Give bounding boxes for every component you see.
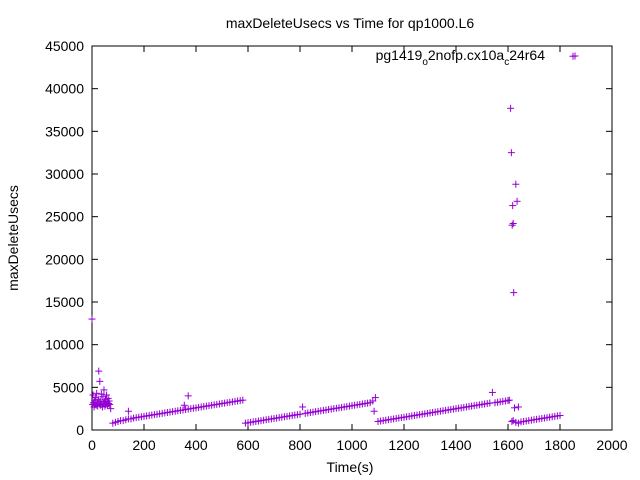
y-tick-label: 0: [76, 422, 84, 438]
data-point: [514, 403, 522, 411]
x-tick-label: 1400: [440, 437, 471, 453]
data-point: [184, 392, 192, 400]
data-point: [88, 315, 96, 323]
x-tick-label: 400: [184, 437, 208, 453]
data-point: [96, 377, 104, 385]
data-point: [95, 367, 103, 375]
x-tick-label: 600: [236, 437, 260, 453]
x-tick-label: 800: [288, 437, 312, 453]
plot-frame: [91, 45, 613, 431]
x-tick-label: 200: [132, 437, 156, 453]
data-point: [124, 407, 132, 415]
data-points: [88, 52, 577, 427]
data-point: [103, 391, 111, 399]
data-point: [513, 197, 521, 205]
data-point: [507, 149, 515, 157]
data-point: [105, 397, 113, 405]
x-axis-label: Time(s): [327, 459, 374, 475]
data-point: [106, 400, 114, 408]
y-tick-label: 30000: [45, 166, 84, 182]
x-tick-label: 1200: [388, 437, 419, 453]
legend-entry-label: pg1419o2nofp.cx10ac24r64: [376, 47, 546, 68]
data-point: [556, 411, 564, 419]
x-axis: 0 200 400 600 800 1000 1200 1400 1600 1800 2000: [88, 46, 628, 453]
data-point: [505, 396, 513, 404]
data-point: [507, 104, 515, 112]
data-point: [509, 219, 517, 227]
data-point: [509, 202, 517, 210]
x-tick-label: 1000: [336, 437, 367, 453]
data-point: [107, 405, 115, 413]
data-point: [370, 407, 378, 415]
y-tick-label: 45000: [45, 38, 84, 54]
y-axis: 0 5000 10000 15000 20000 25000 30000 35000 40000…: [45, 38, 612, 438]
x-tick-label: 2000: [596, 437, 627, 453]
data-point: [296, 410, 304, 418]
data-point: [569, 52, 577, 60]
data-point: [511, 404, 518, 412]
y-axis-label: maxDeleteUsecs: [5, 185, 21, 291]
x-tick-label: 1600: [492, 437, 523, 453]
y-tick-label: 15000: [45, 294, 84, 310]
data-point: [512, 180, 520, 188]
legend: pg1419o2nofp.cx10ac24r64: [376, 47, 579, 68]
data-point: [508, 417, 516, 425]
chart-title: maxDeleteUsecs vs Time for qp1000.L6: [226, 15, 474, 31]
data-point: [488, 388, 496, 396]
data-point: [239, 396, 247, 404]
data-point: [371, 394, 379, 402]
y-tick-label: 35000: [45, 123, 84, 139]
x-tick-label: 0: [88, 437, 96, 453]
data-point: [93, 389, 101, 397]
y-tick-label: 40000: [45, 81, 84, 97]
y-tick-label: 20000: [45, 251, 84, 267]
y-tick-label: 5000: [53, 379, 84, 395]
y-tick-label: 10000: [45, 337, 84, 353]
y-tick-label: 25000: [45, 209, 84, 225]
data-point: [510, 289, 518, 297]
data-point: [180, 401, 188, 409]
data-point: [299, 403, 307, 411]
data-point: [508, 221, 516, 229]
data-point: [100, 386, 108, 394]
x-tick-label: 1800: [544, 437, 575, 453]
